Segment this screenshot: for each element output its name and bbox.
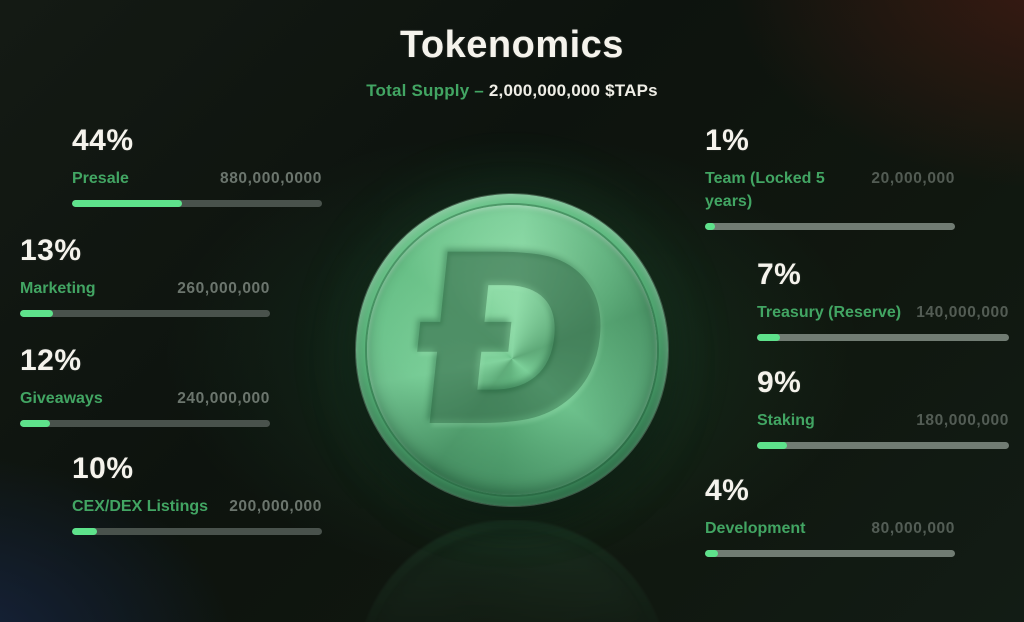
allocation-amount: 200,000,000 xyxy=(229,497,322,515)
allocation-progress-track xyxy=(20,309,270,317)
allocation-label: Presale xyxy=(72,169,129,187)
allocation-progress-track xyxy=(757,441,1009,449)
token-coin: Ɖ xyxy=(356,194,668,506)
allocation-label: Giveaways xyxy=(20,389,103,407)
allocation-label: Marketing xyxy=(20,279,96,297)
allocation-percent: 13% xyxy=(20,234,82,267)
coin-sheen xyxy=(367,205,657,495)
allocation-progress-fill xyxy=(705,549,718,557)
header: Tokenomics Total Supply – 2,000,000,000 … xyxy=(0,0,1024,101)
coin-body: Ɖ xyxy=(356,194,668,506)
allocation-amount: 140,000,000 xyxy=(916,303,1009,321)
total-supply-label: Total Supply – xyxy=(366,81,484,100)
allocation-percent: 1% xyxy=(705,124,750,157)
allocation-label: Development xyxy=(705,519,806,537)
allocation-progress-fill xyxy=(20,309,53,317)
allocation-giveaways: 12% Giveaways 240,000,000 xyxy=(20,344,270,427)
allocation-development: 4% Development 80,000,000 xyxy=(705,474,955,557)
allocation-progress-track xyxy=(705,549,955,557)
allocation-label: Treasury (Reserve) xyxy=(757,303,902,321)
allocation-label: CEX/DEX Listings xyxy=(72,497,209,515)
allocation-percent: 44% xyxy=(72,124,134,157)
total-supply-value: 2,000,000,000 $TAPs xyxy=(488,81,658,100)
allocation-progress-track xyxy=(757,333,1009,341)
allocation-amount: 20,000,000 xyxy=(871,169,955,187)
allocation-progress-fill xyxy=(72,527,97,535)
allocation-progress-track xyxy=(705,222,955,230)
allocation-amount: 260,000,000 xyxy=(177,279,270,297)
allocation-label: Team (Locked 5 years) xyxy=(705,169,825,210)
coin-d-logo-icon: Ɖ xyxy=(400,205,626,479)
allocation-progress-fill xyxy=(20,419,50,427)
allocation-progress-track xyxy=(72,527,322,535)
allocation-progress-fill xyxy=(705,222,715,230)
allocation-percent: 4% xyxy=(705,474,750,507)
allocation-progress-fill xyxy=(757,441,788,449)
allocation-percent: 10% xyxy=(72,452,134,485)
allocation-amount: 880,000,0000 xyxy=(219,169,322,187)
allocation-progress-track xyxy=(20,419,270,427)
allocation-percent: 9% xyxy=(757,366,802,399)
allocation-amount: 240,000,000 xyxy=(177,389,270,407)
total-supply-line: Total Supply – 2,000,000,000 $TAPs xyxy=(0,81,1024,101)
coin-reflection xyxy=(356,520,668,622)
allocation-team: 1% Team (Locked 5 years) 20,000,000 xyxy=(705,124,955,230)
allocation-amount: 180,000,000 xyxy=(916,411,1009,429)
allocation-progress-track xyxy=(72,199,322,207)
allocation-cex-dex-listings: 10% CEX/DEX Listings 200,000,000 xyxy=(72,452,322,535)
allocation-presale: 44% Presale 880,000,0000 xyxy=(72,124,322,207)
allocation-progress-fill xyxy=(757,333,780,341)
allocation-percent: 12% xyxy=(20,344,82,377)
allocation-label: Staking xyxy=(757,411,815,429)
allocation-progress-fill xyxy=(72,199,182,207)
page-title: Tokenomics xyxy=(400,24,624,66)
allocation-staking: 9% Staking 180,000,000 xyxy=(757,366,1009,449)
allocation-percent: 7% xyxy=(757,258,802,291)
allocation-marketing: 13% Marketing 260,000,000 xyxy=(20,234,270,317)
allocation-treasury: 7% Treasury (Reserve) 140,000,000 xyxy=(757,258,1009,341)
allocation-amount: 80,000,000 xyxy=(871,519,955,537)
coin-face: Ɖ xyxy=(367,205,657,495)
